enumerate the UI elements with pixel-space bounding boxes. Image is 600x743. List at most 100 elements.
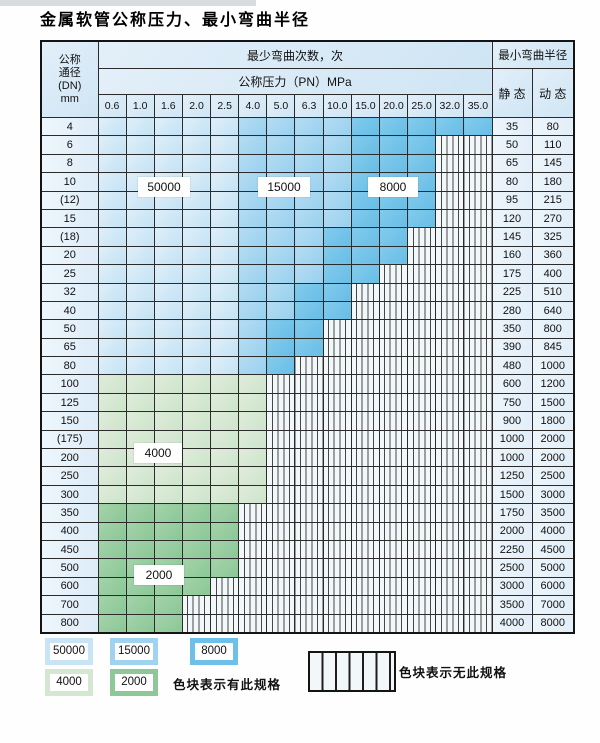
cycle-cell-2000 — [181, 503, 212, 523]
no-spec-cell — [378, 576, 409, 597]
no-spec-cell — [322, 503, 352, 523]
no-spec-cell — [407, 448, 437, 468]
no-spec-cell — [435, 595, 465, 615]
cycle-cell-50000 — [153, 356, 183, 376]
table-row: 600 3000 6000 — [40, 576, 575, 597]
cycle-cell-50000 — [97, 153, 127, 174]
cycle-cell-4000 — [153, 374, 183, 394]
no-spec-cell — [463, 576, 493, 597]
cycle-cell-2000 — [97, 595, 127, 615]
legend-no-spec-label: 色块表示无此规格 — [399, 666, 508, 680]
cycle-cell-8000 — [378, 245, 409, 266]
dn-cell: 150 — [40, 411, 99, 431]
no-spec-cell — [266, 558, 296, 578]
no-spec-cell — [378, 613, 409, 634]
dn-cell: 100 — [40, 374, 99, 394]
no-spec-cell — [463, 503, 493, 523]
dn-cell: 15 — [40, 208, 99, 229]
no-spec-cell — [378, 466, 409, 486]
no-spec-cell — [266, 448, 296, 468]
cycle-cell-4000 — [153, 411, 183, 431]
cycle-cell-8000 — [322, 282, 352, 302]
table-row: 80 480 1000 — [40, 356, 575, 376]
no-spec-cell — [238, 613, 268, 634]
cycle-cell-8000 — [322, 264, 352, 284]
no-spec-cell — [294, 374, 324, 394]
dn-cell: 8 — [40, 153, 99, 174]
static-radius-cell: 3000 — [491, 576, 533, 597]
cycle-cell-4000 — [210, 448, 240, 468]
no-spec-cell — [435, 135, 465, 155]
static-radius-cell: 35 — [491, 116, 533, 137]
no-spec-cell — [266, 374, 296, 394]
dn-cell: 65 — [40, 337, 99, 358]
cycle-cell-4000 — [181, 484, 212, 505]
dn-cell: 450 — [40, 539, 99, 560]
no-spec-cell — [266, 392, 296, 413]
no-spec-cell — [350, 319, 380, 339]
cycle-cell-4000 — [125, 392, 155, 413]
static-radius-cell: 390 — [491, 337, 533, 358]
no-spec-cell — [407, 319, 437, 339]
dn-header-line: mm — [60, 92, 79, 105]
no-spec-cell — [350, 337, 380, 358]
cycle-cell-4000 — [181, 392, 212, 413]
no-spec-cell — [435, 503, 465, 523]
cycle-cell-15000 — [266, 300, 296, 321]
no-spec-cell — [266, 503, 296, 523]
no-spec-cell — [350, 448, 380, 468]
dn-header-line: 通径 — [58, 66, 81, 79]
legend-no-spec-swatch — [308, 651, 396, 692]
cycle-cell-50000 — [97, 319, 127, 339]
cycle-cell-50000 — [97, 264, 127, 284]
cycle-cell-50000 — [97, 245, 127, 266]
dn-cell: (12) — [40, 190, 99, 210]
no-spec-cell — [266, 429, 296, 450]
no-spec-cell — [435, 429, 465, 450]
cycle-cell-4000 — [125, 484, 155, 505]
cycle-cell-50000 — [153, 153, 183, 174]
no-spec-cell — [463, 282, 493, 302]
pressure-header-cell: 1.6 — [153, 94, 183, 118]
cycle-cell-50000 — [210, 300, 240, 321]
cycle-cell-50000 — [153, 282, 183, 302]
no-spec-cell — [266, 411, 296, 431]
static-radius-cell: 480 — [491, 356, 533, 376]
no-spec-cell — [350, 503, 380, 523]
static-radius-cell: 95 — [491, 190, 533, 210]
dynamic-radius-cell: 640 — [531, 300, 575, 321]
no-spec-cell — [435, 208, 465, 229]
cycle-cell-50000 — [125, 208, 155, 229]
no-spec-cell — [435, 190, 465, 210]
cycle-cell-15000 — [322, 208, 352, 229]
no-spec-cell — [266, 484, 296, 505]
cycle-cell-50000 — [210, 264, 240, 284]
static-radius-cell: 350 — [491, 319, 533, 339]
cycle-cell-2000 — [210, 539, 240, 560]
scan-artifact-strip — [0, 0, 256, 6]
cycle-cell-4000 — [97, 392, 127, 413]
cycle-cell-50000 — [153, 116, 183, 137]
no-spec-cell — [350, 411, 380, 431]
header-row-1: 公称 通径 (DN) mm 最少弯曲次数，次 最小弯曲半径 — [40, 40, 575, 118]
cycle-cell-4000 — [210, 484, 240, 505]
dynamic-radius-cell: 2000 — [531, 448, 575, 468]
table-row: 450 2250 4500 — [40, 539, 575, 560]
cycle-cell-2000 — [181, 521, 212, 541]
annotation-2000: 2000 — [134, 565, 184, 585]
cycle-cell-2000 — [97, 576, 127, 597]
no-spec-cell — [463, 135, 493, 155]
dynamic-radius-cell: 3000 — [531, 484, 575, 505]
no-spec-cell — [294, 558, 324, 578]
cycle-cell-50000 — [153, 337, 183, 358]
table-row: 4 35 80 — [40, 116, 575, 137]
cycle-cell-4000 — [181, 429, 212, 450]
static-radius-cell: 2250 — [491, 539, 533, 560]
no-spec-cell — [322, 337, 352, 358]
static-radius-cell: 280 — [491, 300, 533, 321]
cycle-cell-8000 — [266, 319, 296, 339]
table-row: 65 390 845 — [40, 337, 575, 358]
dn-cell: 32 — [40, 282, 99, 302]
no-spec-cell — [463, 448, 493, 468]
no-spec-cell — [435, 539, 465, 560]
